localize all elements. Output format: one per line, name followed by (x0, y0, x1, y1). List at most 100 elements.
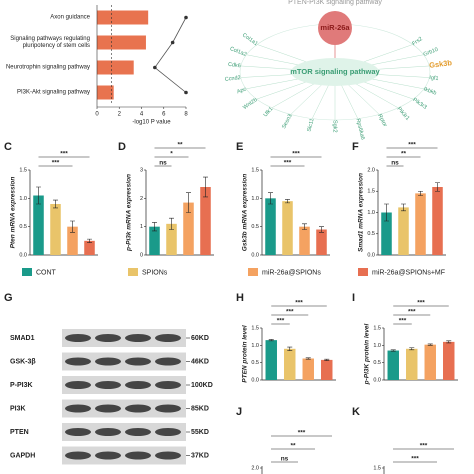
blot-strip (62, 399, 186, 418)
blot-band (65, 381, 91, 389)
legend-swatch (128, 268, 138, 276)
gene-label: Slc11 (307, 118, 316, 132)
significance-label: ns (159, 160, 167, 167)
size-label: 46KD (191, 358, 209, 365)
blot-band (155, 357, 181, 366)
gene-label: Cdk6 (228, 62, 241, 70)
significance-label: *** (292, 151, 300, 158)
size-label: 60KD (191, 335, 209, 342)
y-tick-label: 0.5 (251, 360, 259, 366)
error-bar (384, 203, 389, 222)
bar (443, 341, 455, 380)
panel-letter: F (352, 141, 359, 153)
error-bar (287, 346, 293, 351)
category-label: Signaling pathways regulating pluripoten… (10, 35, 90, 49)
blot-band (155, 334, 181, 342)
y-tick-label: 1.0 (373, 343, 381, 349)
legend-label: miR-26a@SPIONs+MF (372, 269, 445, 276)
protein-label: P-PI3K (10, 382, 33, 389)
blot-band (155, 381, 181, 389)
bar (398, 207, 409, 255)
gene-label: Wnt2b (242, 97, 259, 111)
error-bar (409, 347, 415, 351)
error-bar (87, 238, 92, 243)
bar (265, 198, 276, 255)
protein-label: SMAD1 (10, 335, 35, 342)
error-bar (36, 186, 41, 205)
panel-letter: G (4, 292, 13, 304)
significance-label: *** (60, 151, 68, 158)
gene-label: Ccnd2 (225, 75, 241, 83)
y-tick-label: 1.5 (373, 325, 381, 331)
bar (166, 223, 177, 255)
y-tick-label: 1.0 (251, 343, 259, 349)
bar (33, 195, 44, 255)
gene-label: Sesn3 (281, 113, 294, 130)
blot-strip (62, 329, 186, 347)
gene-label: Sgk2 (332, 120, 338, 133)
y-tick-label: 0.5 (373, 360, 381, 366)
x-tick-label: 8 (184, 112, 188, 118)
panel-letter: E (236, 141, 243, 153)
significance-label: *** (298, 430, 306, 437)
significance-label: ** (290, 443, 296, 450)
y-tick-label: 1.5 (251, 167, 259, 173)
y-tick-label: 1.0 (367, 210, 375, 216)
y-tick-label: 1.5 (373, 465, 381, 471)
gene-label: Gsk3b (429, 58, 453, 70)
size-label: 100KD (191, 382, 213, 389)
bar (415, 193, 426, 255)
blot-strip (62, 352, 186, 371)
bar (149, 226, 160, 255)
significance-label: ** (401, 151, 407, 158)
y-axis-title: p-Pi3k mRNA expression (126, 174, 133, 252)
error-bar (203, 176, 208, 198)
y-tick-label: 2.0 (251, 465, 259, 471)
blot-band (125, 357, 151, 366)
gene-label: Pik3r3 (411, 97, 427, 111)
significance-label: *** (284, 160, 292, 167)
error-bar (401, 203, 406, 212)
gene-label: Rps6ka6 (354, 118, 365, 141)
line-point (184, 90, 188, 95)
y-tick-label: 1.5 (251, 325, 259, 331)
significance-label: *** (286, 309, 294, 316)
blot-band (155, 428, 181, 436)
blot-band (65, 451, 91, 460)
bar (67, 226, 78, 255)
panel-letter: K (352, 406, 360, 418)
error-bar (53, 199, 58, 209)
line-point (170, 40, 175, 45)
error-bar (268, 192, 273, 205)
blot-band (95, 357, 121, 366)
y-axis-title: PTEN protein level (242, 325, 249, 383)
bar (282, 201, 293, 255)
y-axis-title: Gsk3b mRNA expression (242, 174, 249, 251)
bar (97, 60, 134, 75)
error-bar (446, 340, 452, 344)
bar (50, 204, 61, 255)
y-tick-label: 0.5 (251, 224, 259, 230)
legend-label: miR-26a@SPIONs (262, 269, 321, 276)
gene-label: Ulk1 (263, 106, 275, 118)
blot-band (65, 334, 91, 342)
error-bar (435, 182, 440, 192)
gene-label: Pik3r1 (396, 106, 411, 122)
significance-label: *** (408, 309, 416, 316)
legend-label: CONT (36, 269, 57, 276)
panel-letter: C (4, 141, 12, 153)
y-axis-title: Pten mRNA expression (10, 177, 17, 249)
error-bar (418, 190, 423, 196)
x-tick-label: 2 (118, 112, 122, 118)
bar (424, 344, 436, 380)
significance-label: ns (281, 456, 289, 463)
y-tick-label: 1.0 (251, 196, 259, 202)
bar (97, 85, 114, 100)
significance-label: *** (399, 318, 407, 325)
blot-band (125, 451, 151, 460)
y-tick-label: 0.0 (19, 252, 27, 258)
y-tick-label: 2.0 (367, 167, 375, 173)
error-bar (324, 358, 330, 361)
